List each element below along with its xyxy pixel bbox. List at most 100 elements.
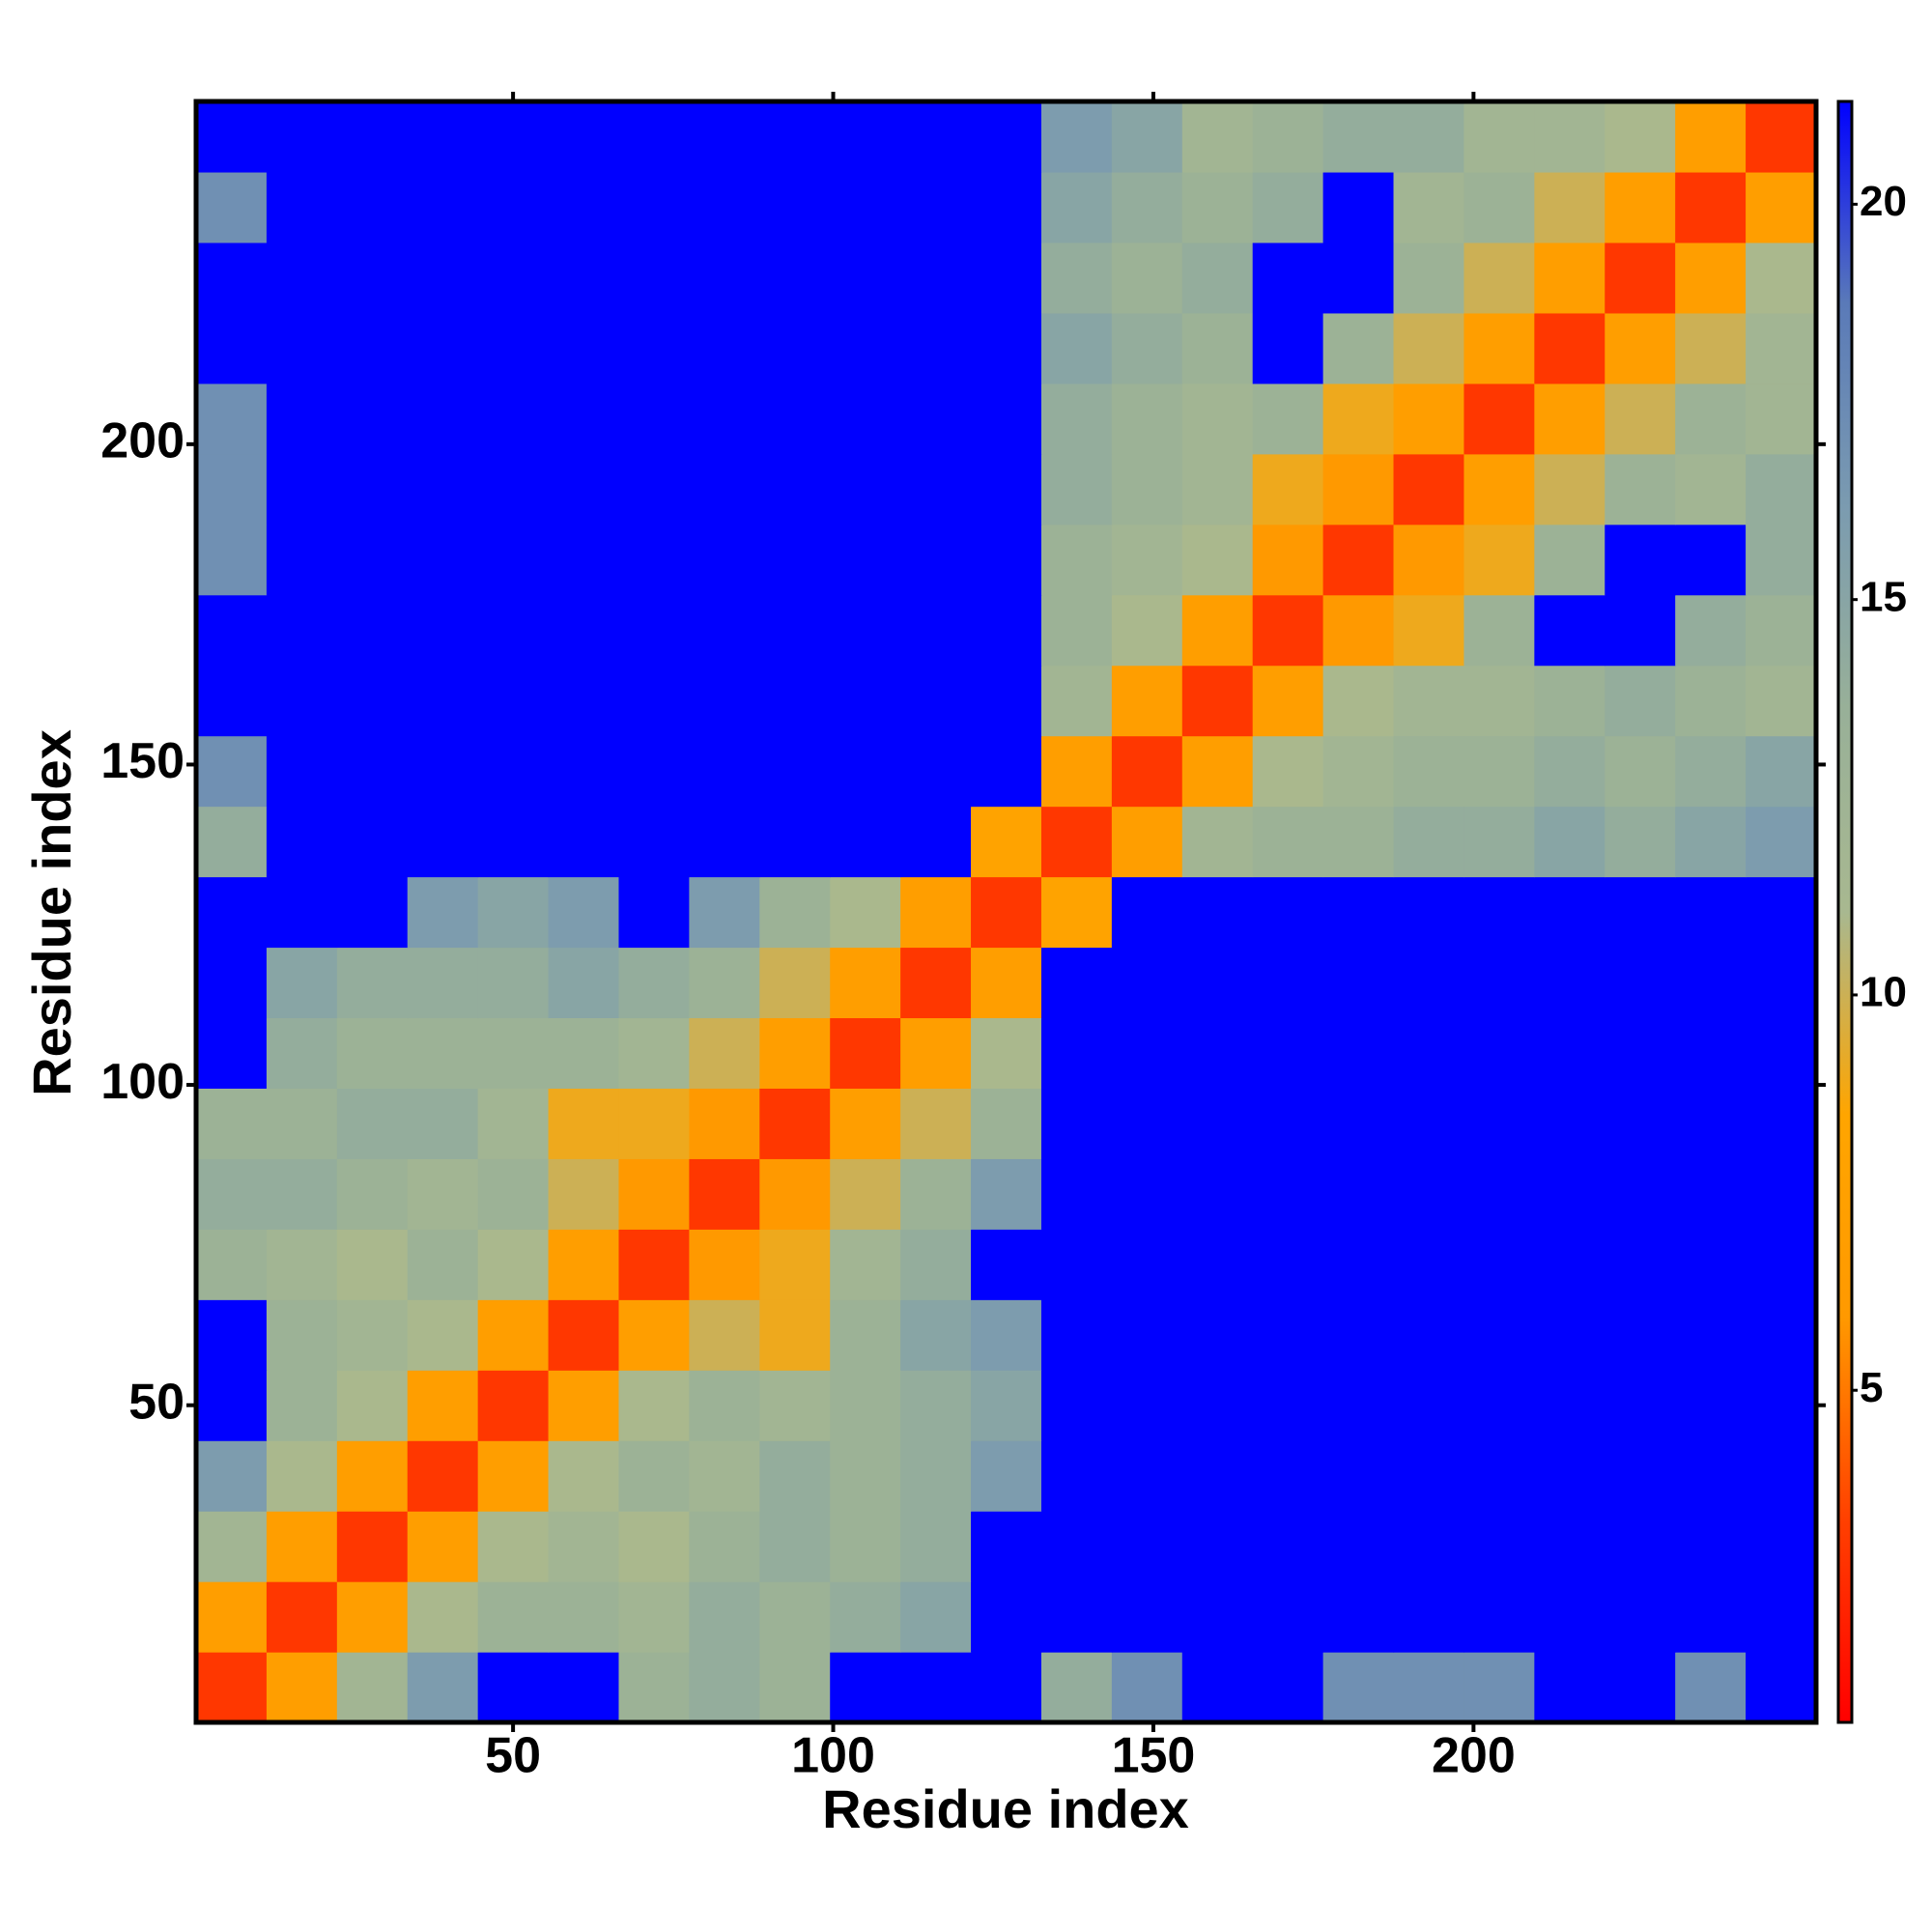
heat-cell	[830, 1299, 901, 1371]
heat-cell	[900, 453, 972, 526]
heat-cell	[266, 594, 338, 667]
heat-cell	[477, 453, 550, 526]
heat-cell	[266, 1511, 338, 1582]
heat-cell	[759, 453, 831, 526]
heat-cell	[1463, 735, 1535, 808]
heat-cell	[1181, 1511, 1254, 1582]
heat-cell	[1322, 1511, 1395, 1582]
heat-cell	[336, 735, 409, 808]
heat-cell	[196, 1581, 268, 1653]
heat-cell	[1393, 524, 1465, 596]
heat-cell	[1040, 594, 1113, 667]
heat-cell	[1534, 1158, 1605, 1230]
heat-cell	[548, 1652, 620, 1723]
heat-cell	[1393, 312, 1465, 384]
heat-cell	[196, 383, 268, 455]
heat-cell	[971, 1229, 1042, 1300]
heat-cell	[830, 947, 901, 1019]
heat-cell	[1252, 1581, 1324, 1653]
plot-frame	[193, 99, 1819, 1725]
heat-cell	[830, 1229, 901, 1300]
heat-cell	[477, 1088, 550, 1159]
heat-cell	[1463, 383, 1535, 455]
heat-cell	[1181, 1088, 1254, 1159]
heat-cell	[1111, 1158, 1183, 1230]
heat-cell	[196, 312, 268, 384]
heat-cell	[1605, 1652, 1676, 1723]
heat-cell	[1252, 1370, 1324, 1441]
heat-cell	[407, 383, 479, 455]
heat-cell	[1252, 665, 1324, 737]
heat-cell	[1746, 101, 1817, 173]
heat-cell	[1534, 1511, 1605, 1582]
heat-cell	[1605, 1581, 1676, 1653]
heat-cell	[477, 1370, 550, 1441]
heat-cell	[618, 735, 690, 808]
heat-cell	[1534, 1229, 1605, 1300]
heat-cell	[477, 1229, 550, 1300]
heat-cell	[1181, 735, 1254, 808]
heat-cell	[407, 1511, 479, 1582]
heat-cell	[548, 1299, 620, 1371]
heat-cell	[477, 171, 550, 243]
heat-cell	[618, 1581, 690, 1653]
heat-cell	[477, 665, 550, 737]
heat-cell	[1534, 735, 1605, 808]
heat-cell	[618, 171, 690, 243]
heat-cell	[689, 594, 760, 667]
heat-cell	[407, 1158, 479, 1230]
heat-cell	[477, 876, 550, 949]
heat-cell	[1534, 242, 1605, 314]
heat-cell	[1463, 524, 1535, 596]
heat-cell	[900, 665, 972, 737]
heat-cell	[477, 101, 550, 173]
heat-cell	[1605, 171, 1676, 243]
heat-cell	[1675, 1652, 1747, 1723]
heat-cell	[1393, 1511, 1465, 1582]
heat-cell	[407, 947, 479, 1019]
heat-cell	[1111, 947, 1183, 1019]
heat-cell	[1534, 1370, 1605, 1441]
heat-cell	[1111, 876, 1183, 949]
heat-cell	[689, 735, 760, 808]
heat-cell	[1181, 876, 1254, 949]
heat-cell	[1252, 1511, 1324, 1582]
heat-cell	[1534, 876, 1605, 949]
heat-cell	[971, 171, 1042, 243]
heat-cell	[477, 1511, 550, 1582]
heat-cell	[1534, 806, 1605, 878]
heat-cell	[759, 1158, 831, 1230]
heat-cell	[830, 1511, 901, 1582]
heat-cell	[407, 524, 479, 596]
heat-cell	[1605, 665, 1676, 737]
heat-cell	[1746, 1370, 1817, 1441]
heat-cell	[266, 1299, 338, 1371]
heat-cell	[1252, 242, 1324, 314]
heat-cell	[1181, 1229, 1254, 1300]
heat-cell	[971, 1017, 1042, 1089]
heat-cell	[1675, 171, 1747, 243]
heat-cell	[548, 594, 620, 667]
heat-cell	[407, 806, 479, 878]
heat-cell	[1605, 594, 1676, 667]
heat-cell	[830, 1017, 901, 1089]
heat-cell	[1181, 171, 1254, 243]
heat-cell	[1605, 1158, 1676, 1230]
heat-cell	[477, 735, 550, 808]
heat-cell	[830, 524, 901, 596]
heat-cell	[618, 1088, 690, 1159]
heat-cell	[548, 1017, 620, 1089]
heat-cell	[618, 524, 690, 596]
heat-cell	[196, 453, 268, 526]
heat-cell	[830, 1088, 901, 1159]
heat-cell	[1605, 1370, 1676, 1441]
heat-cell	[1252, 1229, 1324, 1300]
heat-cell	[548, 383, 620, 455]
heat-cell	[196, 1370, 268, 1441]
heat-cell	[618, 242, 690, 314]
heat-cell	[196, 1652, 268, 1723]
heat-cell	[407, 1229, 479, 1300]
heat-cell	[548, 806, 620, 878]
heat-cell	[689, 312, 760, 384]
heat-cell	[1393, 453, 1465, 526]
